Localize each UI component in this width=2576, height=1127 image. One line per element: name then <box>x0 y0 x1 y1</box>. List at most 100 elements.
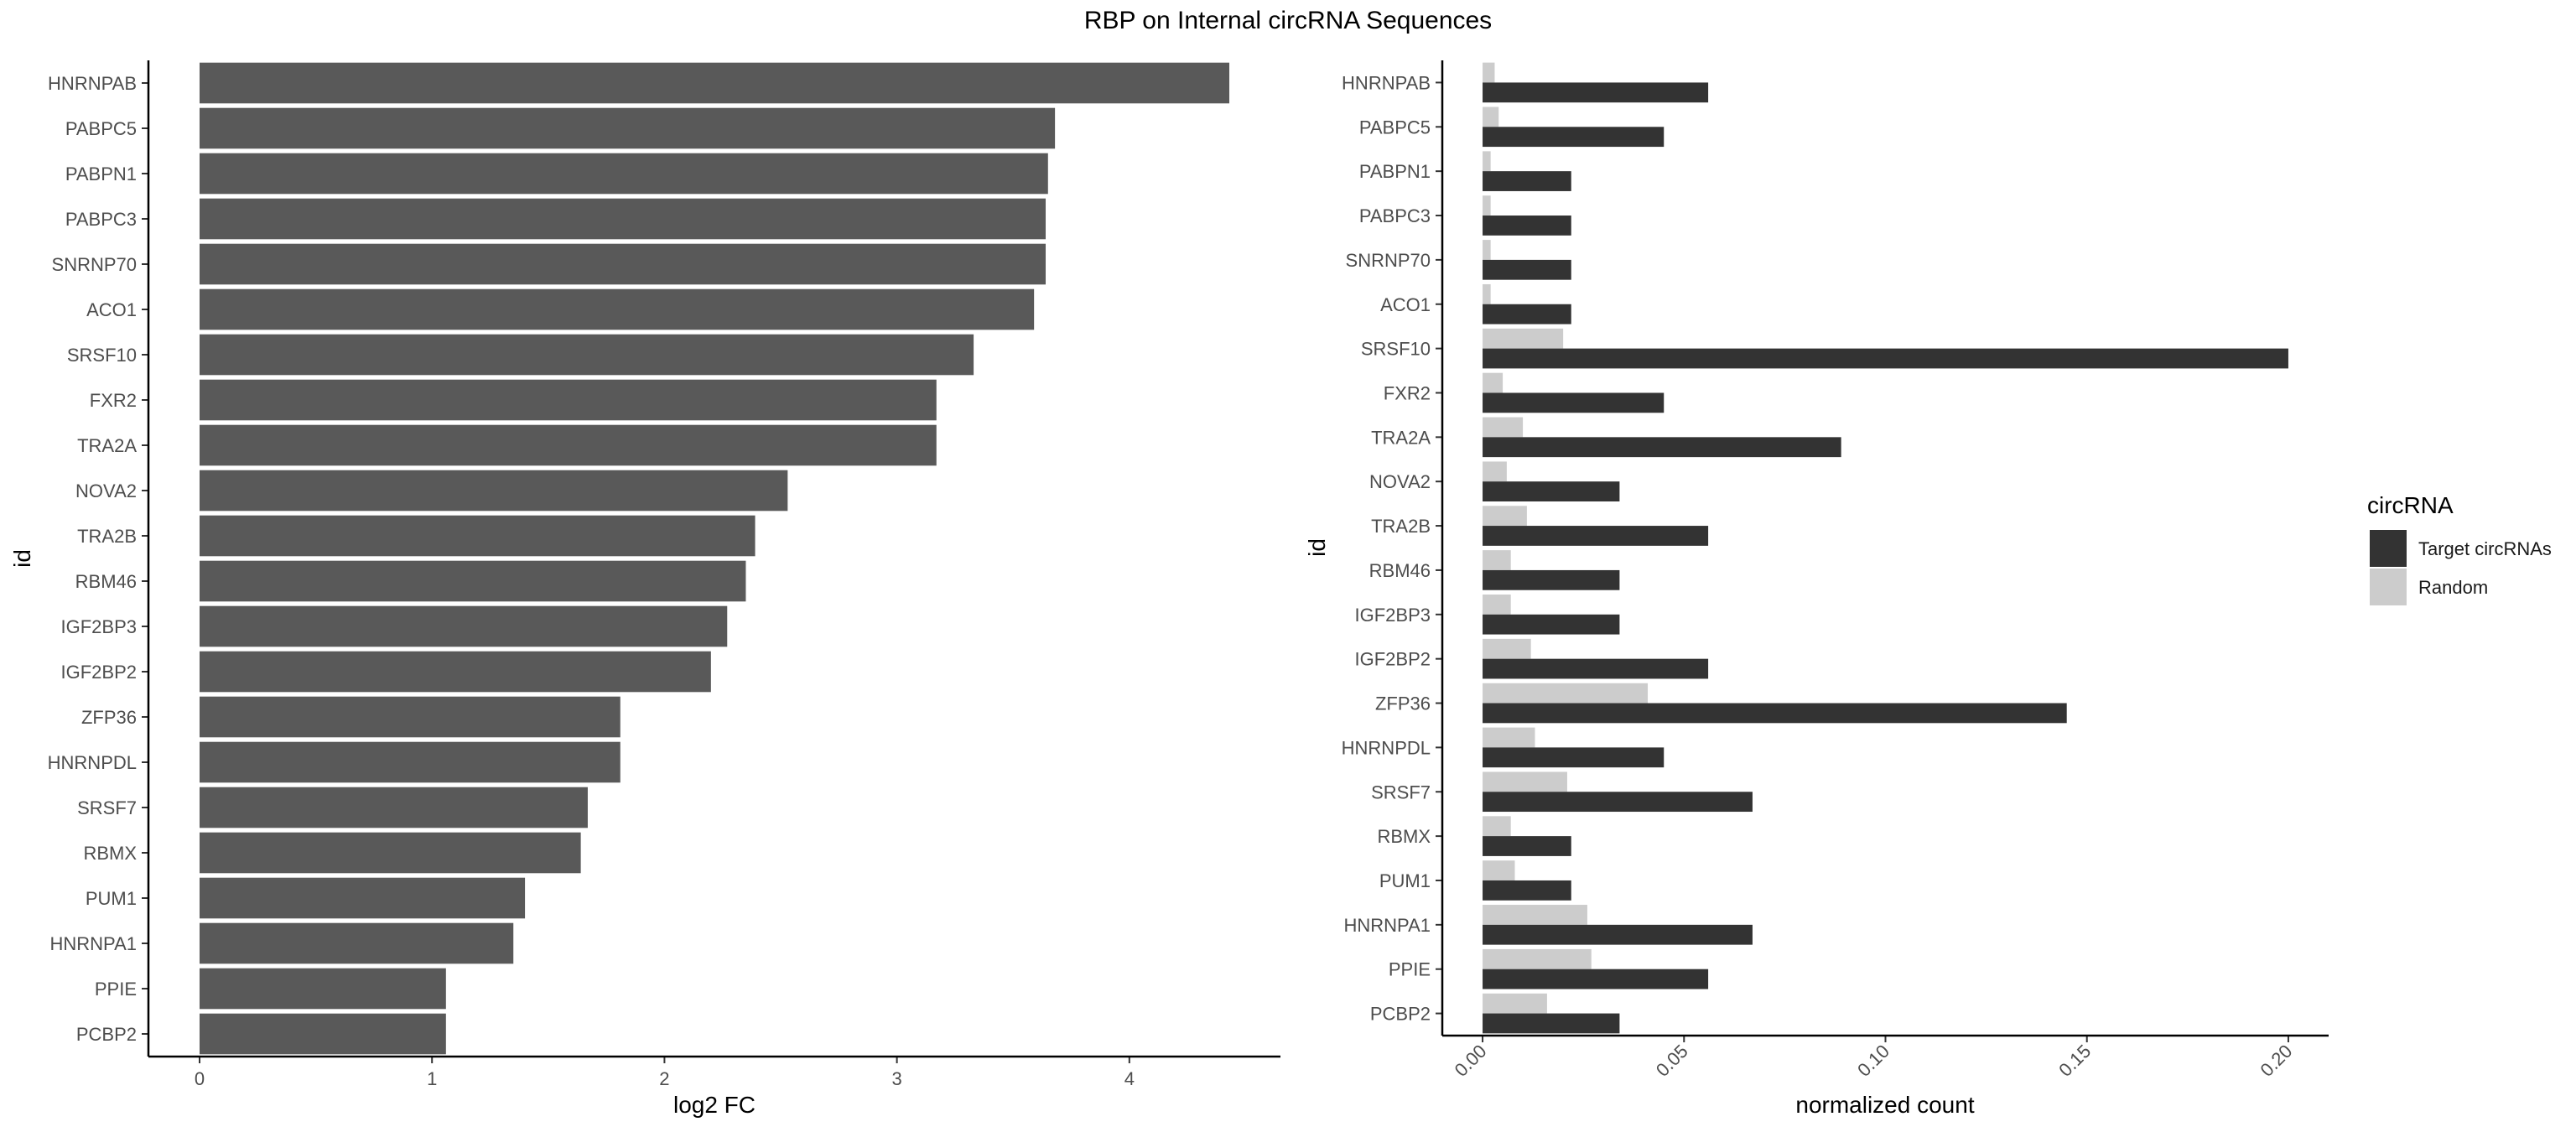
bar-target-hnrnpdl <box>1483 747 1665 768</box>
bar-tra2b <box>199 515 756 557</box>
bar-target-pabpn1 <box>1483 171 1571 191</box>
bar-hnrnpab <box>199 62 1230 104</box>
y-tick-label: PABPC5 <box>65 118 137 139</box>
bar-target-fxr2 <box>1483 392 1665 413</box>
bar-target-tra2b <box>1483 526 1709 546</box>
bar-igf2bp2 <box>199 651 711 693</box>
bar-random-pabpc5 <box>1483 106 1499 127</box>
bar-pabpn1 <box>199 153 1048 195</box>
bar-random-igf2bp2 <box>1483 638 1531 659</box>
y-tick-label: ACO1 <box>1380 294 1431 315</box>
y-tick-label: SRSF10 <box>67 345 137 366</box>
x-tick-label: 4 <box>1124 1068 1135 1089</box>
bar-fxr2 <box>199 379 937 421</box>
x-tick-label: 0.10 <box>1853 1041 1893 1081</box>
y-tick-label: PABPC5 <box>1359 117 1431 138</box>
y-tick-label: PABPN1 <box>1359 161 1431 182</box>
bar-hnrnpdl <box>199 741 621 783</box>
legend: circRNA Target circRNAs Random <box>2367 492 2552 605</box>
bar-random-ppie <box>1483 948 1592 969</box>
bar-target-aco1 <box>1483 304 1571 325</box>
bar-tra2a <box>199 424 937 466</box>
y-tick-label: RBM46 <box>75 571 137 592</box>
left-x-axis-title: log2 FC <box>673 1092 756 1118</box>
y-tick-label: HNRNPDL <box>48 752 137 773</box>
y-tick-label: SNRNP70 <box>1346 250 1431 271</box>
x-tick-label: 0.00 <box>1451 1041 1491 1081</box>
y-tick-label: HNRNPDL <box>1342 737 1431 758</box>
y-tick-label: PCBP2 <box>1370 1004 1431 1025</box>
bar-srsf7 <box>199 787 588 828</box>
y-tick-label: FXR2 <box>90 390 137 411</box>
bar-random-pcbp2 <box>1483 993 1547 1014</box>
y-tick-label: IGF2BP3 <box>61 616 137 637</box>
bar-target-tra2a <box>1483 437 1841 458</box>
y-tick-label: IGF2BP2 <box>1355 649 1431 670</box>
x-tick-label: 1 <box>427 1068 437 1089</box>
legend-label-target-circrnas: Target circRNAs <box>2418 538 2552 559</box>
right-y-axis-title: id <box>1304 538 1330 557</box>
bar-target-snrnp70 <box>1483 259 1571 280</box>
bar-random-pabpn1 <box>1483 151 1491 172</box>
right-x-ticks: 0.00 0.05 0.10 0.15 0.20 <box>1451 1036 2297 1081</box>
bar-ppie <box>199 968 446 1010</box>
bar-pcbp2 <box>199 1013 446 1055</box>
bar-random-srsf10 <box>1483 328 1564 349</box>
bar-target-ppie <box>1483 969 1709 989</box>
y-tick-label: ACO1 <box>86 299 137 320</box>
bar-random-pabpc3 <box>1483 195 1491 216</box>
legend-title: circRNA <box>2367 492 2454 518</box>
y-tick-label: TRA2A <box>77 435 137 456</box>
bar-snrnp70 <box>199 243 1046 285</box>
bar-random-tra2b <box>1483 506 1527 527</box>
bar-pum1 <box>199 877 526 919</box>
x-tick-label: 0 <box>195 1068 205 1089</box>
y-tick-label: HNRNPA1 <box>1343 915 1431 936</box>
bar-target-pabpc5 <box>1483 127 1665 148</box>
y-tick-label: PPIE <box>95 979 137 1000</box>
y-tick-label: ZFP36 <box>1375 693 1431 714</box>
bar-random-zfp36 <box>1483 683 1649 704</box>
bar-target-hnrnpa1 <box>1483 924 1753 945</box>
right-y-ticks: HNRNPAB PABPC5 PABPN1 PABPC3 SNRNP70 ACO1 SRSF… <box>1342 72 1442 1025</box>
x-tick-label: 0.20 <box>2257 1041 2297 1081</box>
bar-random-nova2 <box>1483 461 1507 482</box>
bar-igf2bp3 <box>199 605 728 647</box>
y-tick-label: HNRNPAB <box>1342 72 1431 93</box>
bar-target-srsf10 <box>1483 348 2288 369</box>
y-tick-label: NOVA2 <box>75 480 137 501</box>
y-tick-label: ZFP36 <box>81 707 137 728</box>
bar-pabpc3 <box>199 198 1046 240</box>
bar-rbmx <box>199 832 581 874</box>
figure-title: RBP on Internal circRNA Sequences <box>1084 7 1492 34</box>
y-tick-label: PABPC3 <box>65 209 137 230</box>
legend-swatch-random <box>2370 569 2407 605</box>
bar-target-pcbp2 <box>1483 1013 1620 1034</box>
bar-target-srsf7 <box>1483 792 1753 813</box>
bar-random-hnrnpa1 <box>1483 905 1587 925</box>
y-tick-label: FXR2 <box>1384 382 1431 403</box>
y-tick-label: PABPC3 <box>1359 205 1431 226</box>
y-tick-label: TRA2B <box>77 526 137 547</box>
y-tick-label: TRA2A <box>1371 427 1431 448</box>
y-tick-label: IGF2BP2 <box>61 662 137 683</box>
y-tick-label: IGF2BP3 <box>1355 605 1431 626</box>
bar-target-hnrnpab <box>1483 82 1709 103</box>
x-tick-label: 0.05 <box>1652 1041 1692 1081</box>
x-tick-label: 0.15 <box>2054 1041 2095 1081</box>
bar-random-rbm46 <box>1483 550 1511 570</box>
legend-label-random: Random <box>2418 577 2488 598</box>
bar-random-snrnp70 <box>1483 240 1491 260</box>
y-tick-label: PUM1 <box>86 888 137 909</box>
y-tick-label: RBM46 <box>1369 560 1431 581</box>
bar-random-aco1 <box>1483 283 1491 304</box>
y-tick-label: RBMX <box>1377 826 1431 847</box>
bar-zfp36 <box>199 696 621 738</box>
bar-random-hnrnpab <box>1483 62 1495 83</box>
bar-random-rbmx <box>1483 816 1511 837</box>
bar-random-tra2a <box>1483 417 1524 438</box>
bar-target-igf2bp3 <box>1483 614 1620 635</box>
bar-random-pum1 <box>1483 860 1515 880</box>
left-x-ticks: 0 1 2 3 4 <box>195 1057 1135 1089</box>
